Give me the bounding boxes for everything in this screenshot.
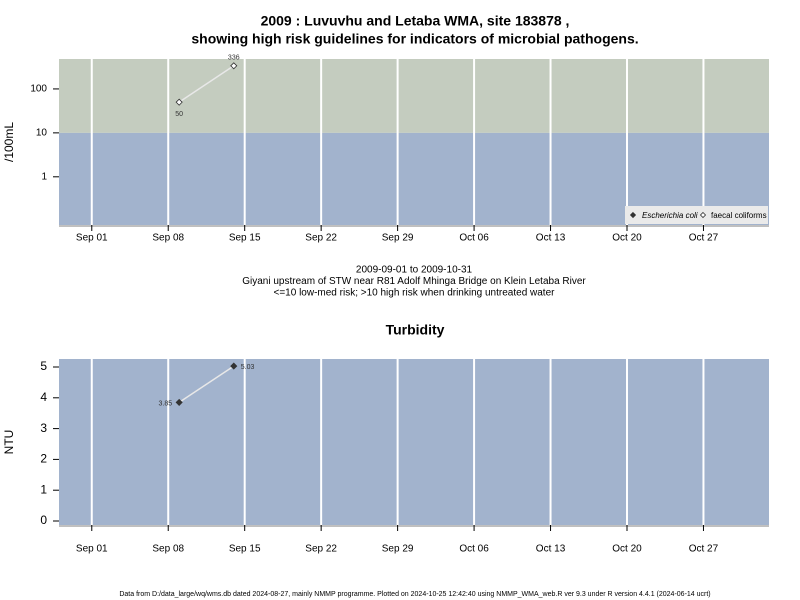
x-tick-label: Oct 06: [459, 233, 489, 244]
x-tick-label: Sep 29: [382, 233, 414, 244]
plot-area: [59, 359, 769, 525]
chart-title: Turbidity: [386, 322, 445, 338]
value-label: 50: [175, 111, 183, 118]
series-line: [178, 65, 235, 103]
x-tick-label: Sep 29: [382, 544, 414, 555]
data-point: [230, 62, 238, 70]
y-tick-label: 4: [40, 390, 47, 404]
legend-box: [625, 206, 768, 224]
value-label: 5.03: [241, 364, 255, 371]
value-label: 336: [228, 55, 240, 62]
x-tick-label: Oct 06: [459, 544, 489, 555]
chart-title: showing high risk guidelines for indicat…: [191, 31, 638, 47]
value-label: 3.85: [159, 400, 173, 407]
data-point: [175, 98, 183, 106]
x-tick-label: Oct 13: [536, 544, 566, 555]
high-risk-band: [59, 59, 769, 133]
y-tick-label: 1: [40, 482, 47, 496]
axis-note: Giyani upstream of STW near R81 Adolf Mh…: [242, 276, 586, 287]
x-tick-label: Sep 15: [229, 233, 261, 244]
y-tick-label: 0: [40, 513, 47, 527]
y-tick-label: 2: [40, 452, 47, 466]
x-tick-label: Oct 20: [612, 544, 642, 555]
data-point: [230, 362, 238, 370]
y-tick-label: 3: [40, 421, 47, 435]
axis-note: <=10 low-med risk; >10 high risk when dr…: [274, 288, 556, 299]
axis-note: 2009-09-01 to 2009-10-31: [356, 265, 473, 276]
x-tick-label: Sep 22: [305, 544, 337, 555]
y-tick-label: 10: [36, 128, 48, 139]
legend-marker: [699, 211, 707, 219]
footer: Data from D:/data_large/wq/wms.db dated …: [119, 591, 710, 598]
legend-marker: [629, 211, 637, 219]
y-axis-label: /100mL: [2, 122, 16, 162]
legend-label: faecal coliforms: [711, 211, 767, 220]
chart-title: 2009 : Luvuvhu and Letaba WMA, site 1838…: [261, 13, 570, 29]
x-tick-label: Oct 27: [689, 544, 719, 555]
x-tick-label: Sep 08: [152, 233, 184, 244]
x-tick-label: Oct 13: [536, 233, 566, 244]
y-tick-label: 5: [40, 359, 47, 373]
x-tick-label: Sep 01: [76, 544, 108, 555]
x-tick-label: Oct 27: [689, 233, 719, 244]
x-tick-label: Sep 22: [305, 233, 337, 244]
series-line: [178, 365, 235, 404]
y-tick-label: 1: [41, 171, 47, 182]
y-axis-label: NTU: [2, 430, 16, 455]
x-tick-label: Sep 15: [229, 544, 261, 555]
x-tick-label: Sep 08: [152, 544, 184, 555]
data-point: [175, 398, 183, 406]
x-tick-label: Oct 20: [612, 233, 642, 244]
y-tick-label: 100: [30, 84, 47, 95]
legend-label: Escherichia coli: [642, 211, 698, 220]
x-tick-label: Sep 01: [76, 233, 108, 244]
